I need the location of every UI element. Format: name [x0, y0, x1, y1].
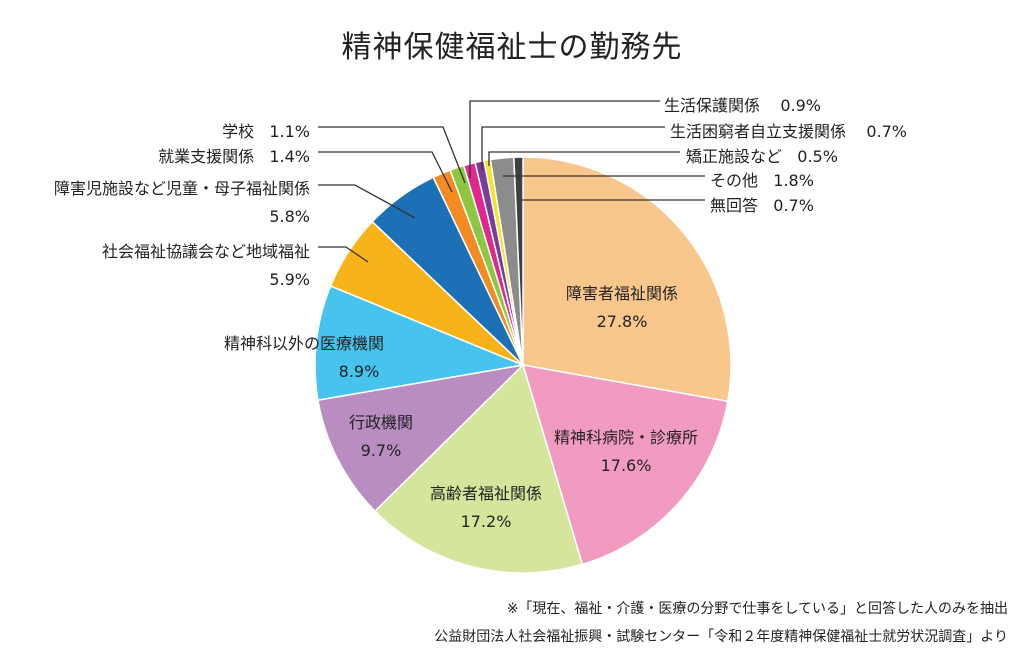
note-source: 公益財団法人社会福祉振興・試験センター「令和２年度精神保健福祉士就労状況調査」よ… [434, 629, 1008, 645]
leader-line-1 [481, 126, 665, 170]
pie-slice-3 [317, 363, 526, 513]
pie-slice-13 [513, 156, 524, 366]
label-3: 行政機関 9.7% [348, 413, 414, 460]
label-4: 精神科以外の医療機関 8.9% [223, 334, 385, 381]
label-8: 学校 1.1% [222, 122, 310, 141]
pie-slice-0 [522, 156, 732, 403]
label-6: 障害児施設など児童・母子福祉関係 5.8% [53, 179, 310, 226]
pie-slice-2 [373, 363, 584, 574]
label-10: 生活困窮者自立支援関係 0.7% [670, 122, 908, 141]
label-13: 無回答 0.7% [710, 196, 814, 215]
label-5: 社会福祉協議会など地域福祉 5.9% [101, 242, 310, 289]
label-12: その他 1.8% [710, 171, 814, 190]
chart-title: 精神保健福祉士の勤務先 [341, 30, 683, 65]
pie-slice-4 [314, 285, 526, 401]
leader-line-0 [469, 100, 660, 178]
note-sample: ※「現在、福祉・介護・医療の分野で仕事をしている」と回答した人のみを抽出 [506, 601, 1008, 617]
label-0: 障害者福祉関係 27.8% [565, 284, 679, 331]
pie-slice-1 [521, 364, 729, 566]
label-1: 精神科病院・診療所 17.6% [553, 428, 699, 475]
label-2: 高齢者福祉関係 17.2% [429, 484, 543, 531]
leader-line-7 [318, 184, 416, 219]
leader-line-2 [488, 151, 680, 166]
label-9: 生活保護関係 0.9% [664, 96, 822, 115]
leader-line-8 [318, 246, 369, 263]
leader-line-5 [318, 126, 466, 184]
leader-line-6 [318, 151, 453, 193]
label-11: 矯正施設など 0.5% [686, 147, 838, 166]
label-7: 就業支援関係 1.4% [158, 147, 310, 166]
